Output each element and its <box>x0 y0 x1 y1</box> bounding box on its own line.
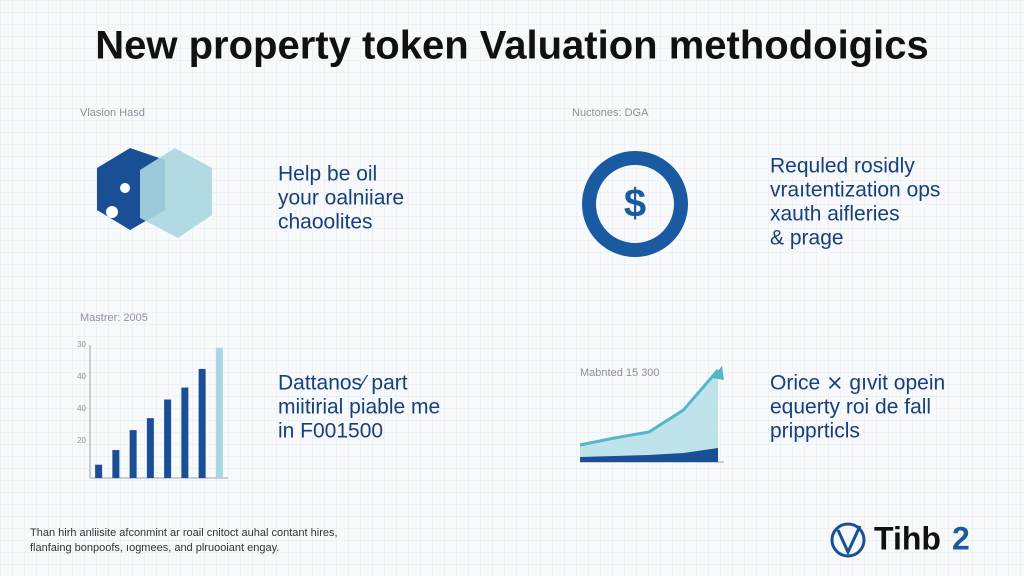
bar <box>146 418 154 478</box>
panel-text: your oalniiare <box>278 187 404 210</box>
logo-text: Tihb <box>874 520 941 556</box>
area <box>580 448 718 462</box>
panel-text: chaoolites <box>278 211 373 234</box>
arrow-head <box>712 366 724 380</box>
panel-text: equerty roi de fall <box>770 396 931 419</box>
bar <box>112 450 120 478</box>
panel-text: in F001500 <box>278 420 383 443</box>
panel-text: & prage <box>770 227 844 250</box>
panel-label: Mastrer: 2005 <box>80 312 148 324</box>
title: New property token Valuation methodoigic… <box>95 24 928 68</box>
panel-text: Orice ⨯ gıvit opein <box>770 372 945 395</box>
logo: Tihb 2 <box>830 520 970 558</box>
line <box>579 369 720 447</box>
bar <box>181 387 189 478</box>
panel-text: Requled rosidly <box>770 155 915 178</box>
y-tick-label: 40 <box>77 404 86 413</box>
dollar-icon: $ <box>582 151 688 257</box>
panel-label: Nuctones: DGA <box>572 107 649 119</box>
panel-text: vraıtentization ops <box>770 179 940 202</box>
bar <box>95 464 103 478</box>
panel-text: xauth aifleries <box>770 203 900 226</box>
y-tick-label: 30 <box>77 340 86 349</box>
bar <box>198 368 206 478</box>
y-tick-label: 20 <box>77 436 86 445</box>
footer-line: Than hirh anliisite afconmint ar roail c… <box>30 527 338 539</box>
logo-suffix: 2 <box>952 520 970 556</box>
y-tick-label: 40 <box>77 372 86 381</box>
panel-label: Vlasion Hasd <box>80 107 145 119</box>
bar <box>215 347 223 478</box>
panel-label: Mabnted 15 300 <box>580 367 660 379</box>
footer-line: flanfaing bonpoofs, ıogmees, and plruooi… <box>30 542 279 554</box>
bar <box>129 430 137 478</box>
panel-text: pripprticls <box>770 420 860 443</box>
panel-text: Dattanos⁄ part <box>278 372 408 395</box>
panel-text: Help be oil <box>278 163 377 186</box>
bar <box>164 399 172 478</box>
hex-icon <box>97 148 212 238</box>
panel-text: miitirial piable me <box>278 396 440 419</box>
svg-text:$: $ <box>624 182 646 226</box>
